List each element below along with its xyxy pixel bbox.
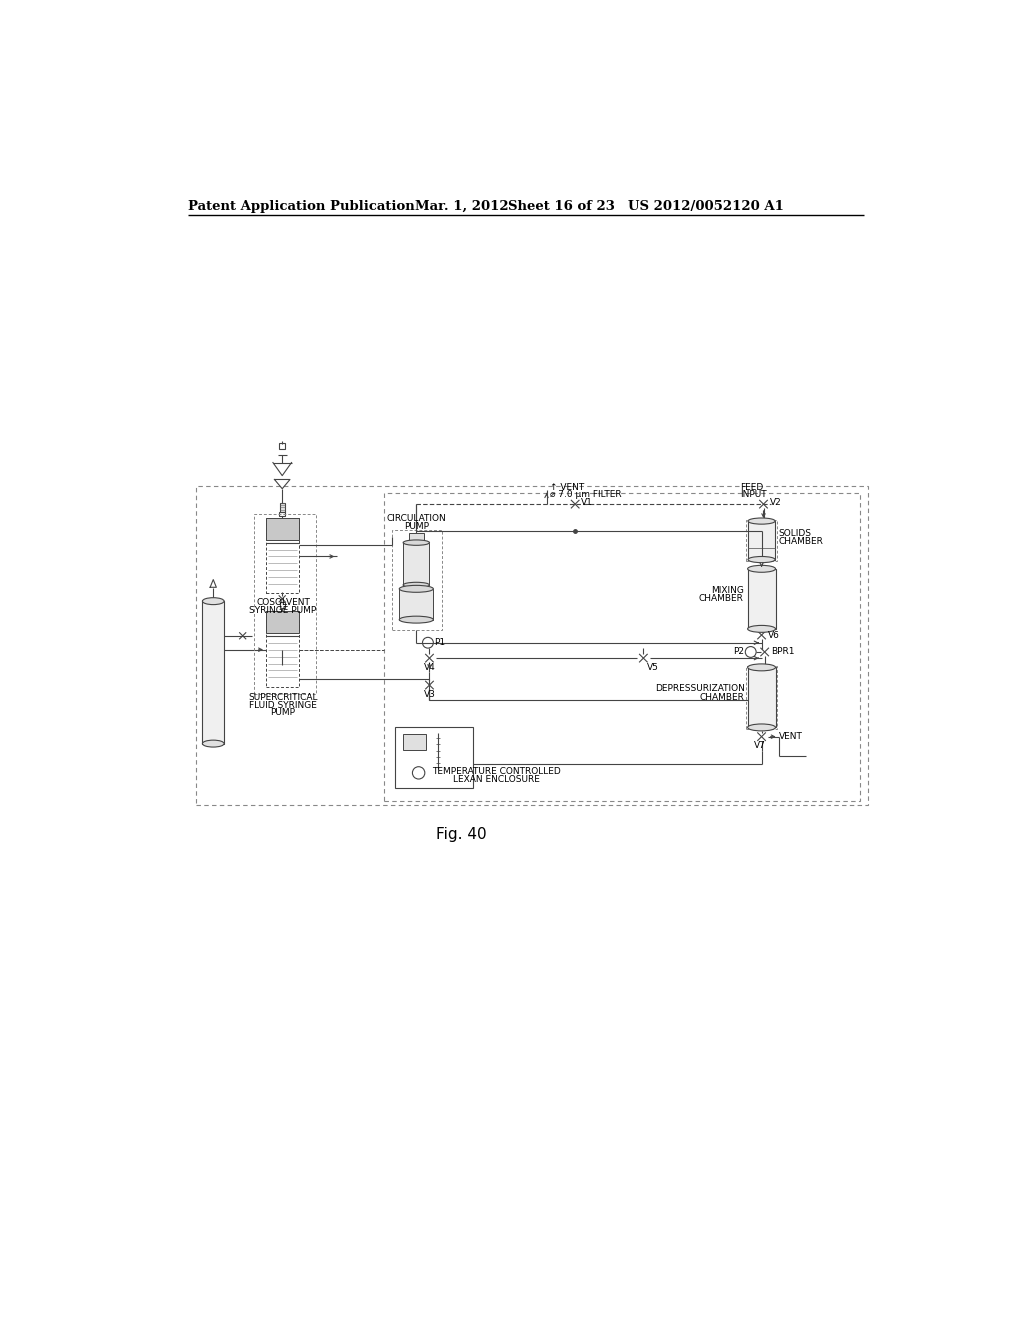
Text: PUMP: PUMP xyxy=(403,521,429,531)
Ellipse shape xyxy=(748,664,775,671)
Text: ⌀ 7.0 μm FILTER: ⌀ 7.0 μm FILTER xyxy=(550,491,622,499)
Bar xyxy=(391,529,442,630)
Text: TEMPERATURE CONTROLLED: TEMPERATURE CONTROLLED xyxy=(432,767,560,776)
Ellipse shape xyxy=(403,582,429,587)
Bar xyxy=(197,486,868,805)
Bar xyxy=(266,517,299,594)
Ellipse shape xyxy=(748,517,775,524)
Text: CHAMBER: CHAMBER xyxy=(699,693,744,702)
Bar xyxy=(746,520,776,561)
Text: PUMP: PUMP xyxy=(270,709,296,717)
Ellipse shape xyxy=(399,585,433,593)
Bar xyxy=(280,503,285,512)
Text: US 2012/0052120 A1: US 2012/0052120 A1 xyxy=(628,199,783,213)
Bar xyxy=(748,569,775,628)
Text: FEED: FEED xyxy=(740,483,764,491)
Bar xyxy=(409,533,424,543)
Text: CHAMBER: CHAMBER xyxy=(778,537,823,545)
Text: INPUT: INPUT xyxy=(740,491,767,499)
Bar xyxy=(266,611,299,632)
Text: V1: V1 xyxy=(582,498,593,507)
Text: V2: V2 xyxy=(770,498,781,507)
Text: COSOLVENT: COSOLVENT xyxy=(256,598,310,607)
Text: MIXING: MIXING xyxy=(711,586,743,595)
Text: Fig. 40: Fig. 40 xyxy=(436,826,486,842)
Bar xyxy=(748,668,775,727)
Text: V4: V4 xyxy=(424,663,436,672)
Text: V6: V6 xyxy=(768,631,779,639)
Ellipse shape xyxy=(748,565,775,573)
Text: V7: V7 xyxy=(754,742,766,750)
Text: P1: P1 xyxy=(434,639,445,647)
Ellipse shape xyxy=(399,616,433,623)
Text: SUPERCRITICAL: SUPERCRITICAL xyxy=(248,693,317,702)
Bar xyxy=(746,665,777,729)
Ellipse shape xyxy=(203,598,224,605)
Ellipse shape xyxy=(748,557,775,562)
Bar xyxy=(280,442,286,449)
Ellipse shape xyxy=(748,723,775,731)
Text: Mar. 1, 2012: Mar. 1, 2012 xyxy=(415,199,508,213)
Text: SOLIDS: SOLIDS xyxy=(778,529,811,537)
Text: V3: V3 xyxy=(424,690,435,698)
Bar xyxy=(403,734,426,750)
Ellipse shape xyxy=(203,741,224,747)
Bar xyxy=(266,517,299,540)
Text: LEXAN ENCLOSURE: LEXAN ENCLOSURE xyxy=(453,775,540,784)
Text: DEPRESSURIZATION: DEPRESSURIZATION xyxy=(654,685,744,693)
Bar xyxy=(399,589,433,619)
Text: ↑ VENT: ↑ VENT xyxy=(550,483,585,491)
Bar xyxy=(266,611,299,686)
Text: CIRCULATION: CIRCULATION xyxy=(386,515,446,523)
Text: BPR1: BPR1 xyxy=(771,648,795,656)
Bar xyxy=(280,602,285,609)
Text: SYRINGE PUMP: SYRINGE PUMP xyxy=(250,606,316,615)
Text: Sheet 16 of 23: Sheet 16 of 23 xyxy=(508,199,614,213)
Bar xyxy=(280,512,286,516)
Text: FLUID SYRINGE: FLUID SYRINGE xyxy=(249,701,317,710)
Bar xyxy=(748,521,775,560)
Bar xyxy=(395,726,473,788)
Ellipse shape xyxy=(403,540,429,545)
Text: VENT: VENT xyxy=(778,733,803,741)
Text: P2: P2 xyxy=(733,648,743,656)
Text: V5: V5 xyxy=(647,663,659,672)
Text: CHAMBER: CHAMBER xyxy=(698,594,743,603)
Text: Patent Application Publication: Patent Application Publication xyxy=(188,199,415,213)
Bar xyxy=(403,543,429,585)
Ellipse shape xyxy=(748,626,775,632)
Bar xyxy=(254,515,316,694)
Bar xyxy=(203,601,224,743)
Bar xyxy=(384,494,860,801)
